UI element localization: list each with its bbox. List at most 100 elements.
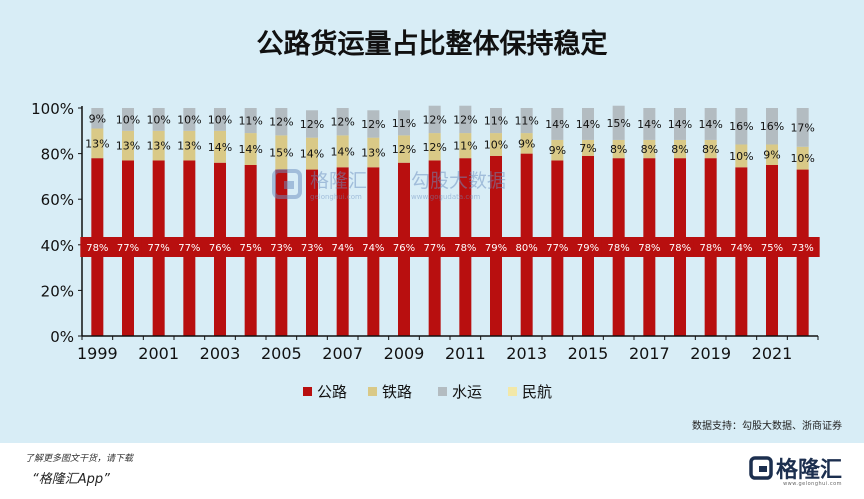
water-label-2002: 10% <box>177 113 201 126</box>
x-tick-label-2001: 2001 <box>138 344 179 363</box>
road-label-bg-2015 <box>571 237 605 257</box>
bar-铁路-2005 <box>275 135 288 170</box>
water-label-2013: 11% <box>514 115 538 128</box>
watermark-sub1: gelonghui.com <box>310 193 362 201</box>
rail-label-2018: 8% <box>671 143 688 156</box>
rail-label-2014: 9% <box>549 144 566 157</box>
bar-水运-2009 <box>398 110 410 136</box>
watermark-brand2-block: 勾股大数据 www.gogudata.com <box>411 166 506 201</box>
bar-水运-1999 <box>91 108 104 129</box>
road-label-2021: 75% <box>761 243 783 254</box>
rail-label-2003: 14% <box>208 141 232 154</box>
road-label-2003: 76% <box>209 243 231 254</box>
legend-swatch-水运 <box>438 387 447 396</box>
bar-铁路-2014 <box>551 139 564 161</box>
road-label-bg-2001 <box>141 237 176 257</box>
rail-label-1999: 13% <box>85 137 109 150</box>
road-label-2009: 76% <box>393 243 415 254</box>
axes-layer: 0% 20% 40% 60% 80% 100% 1999 2001 2003 2005 2007 20… <box>31 100 819 363</box>
road-label-bg-2019 <box>693 237 728 257</box>
road-label-bg-2017 <box>632 237 667 257</box>
rail-label-2012: 10% <box>484 138 508 151</box>
bar-水运-2006 <box>306 110 318 138</box>
road-label-bg-2022 <box>785 237 820 257</box>
legend-swatch-公路 <box>303 387 312 396</box>
data-labels-layer: 78% 13% 9% 77% 13% 10% 77% 13% 10% 77% 13% 10% 76% 14… <box>80 112 820 257</box>
water-label-2017: 14% <box>637 118 661 131</box>
y-tick-label-80%: 80% <box>41 146 74 164</box>
bar-铁路-2020 <box>735 144 748 168</box>
road-label-bg-2000 <box>111 237 145 257</box>
rail-label-2000: 13% <box>116 140 140 153</box>
water-label-2019: 14% <box>698 118 722 131</box>
source-note: 数据支持：勾股大数据、浙商证券 <box>692 421 842 432</box>
water-label-2011: 12% <box>453 113 477 126</box>
road-label-bg-1999 <box>80 237 115 257</box>
road-label-2016: 78% <box>608 243 630 254</box>
road-label-2008: 74% <box>362 243 384 254</box>
footer-app-name: “格隆汇App” <box>32 472 110 487</box>
legend-label-民航: 民航 <box>522 383 552 401</box>
rail-label-2010: 12% <box>422 141 446 154</box>
rail-label-2015: 7% <box>579 142 596 155</box>
road-label-bg-2002 <box>172 237 207 257</box>
road-label-bg-2004 <box>233 237 268 257</box>
x-tick-label-1999: 1999 <box>77 344 118 363</box>
bar-铁路-2013 <box>520 133 533 154</box>
bar-水运-2014 <box>551 108 564 140</box>
legend-label-公路: 公路 <box>317 383 347 401</box>
rail-label-2011: 11% <box>453 140 477 153</box>
rail-label-2022: 10% <box>790 152 814 165</box>
bar-水运-2016 <box>612 105 625 140</box>
rail-label-2020: 10% <box>729 150 753 163</box>
bar-铁路-2012 <box>490 133 502 156</box>
bar-铁路-2011 <box>459 133 472 159</box>
bar-水运-2011 <box>459 105 472 134</box>
x-tick-label-2011: 2011 <box>445 344 486 363</box>
rail-label-2007: 14% <box>330 145 354 158</box>
x-tick-label-2013: 2013 <box>506 344 547 363</box>
road-label-2011: 78% <box>454 243 476 254</box>
legend-label-水运: 水运 <box>452 383 482 401</box>
bar-铁路-2004 <box>244 133 257 165</box>
water-label-2001: 10% <box>146 113 170 126</box>
bar-水运-2010 <box>428 105 441 134</box>
x-tick-label-2003: 2003 <box>200 344 241 363</box>
x-tick-label-2015: 2015 <box>568 344 609 363</box>
rail-label-2009: 12% <box>392 143 416 156</box>
road-label-bg-2020 <box>724 237 759 257</box>
water-label-1999: 9% <box>89 112 106 125</box>
rail-label-2004: 14% <box>238 143 262 156</box>
road-label-2019: 78% <box>700 243 722 254</box>
x-tick-label-2009: 2009 <box>384 344 425 363</box>
water-label-2007: 12% <box>330 116 354 129</box>
road-label-bg-2012 <box>479 237 513 257</box>
chart: 0% 20% 40% 60% 80% 100% 1999 2001 2003 2005 2007 20… <box>31 100 820 401</box>
bar-水运-2020 <box>735 108 748 145</box>
road-label-2013: 80% <box>516 243 538 254</box>
bar-水运-2002 <box>183 108 196 131</box>
bar-铁路-2022 <box>796 146 809 170</box>
bar-铁路-2003 <box>214 130 226 163</box>
water-label-2015: 14% <box>576 118 600 131</box>
legend-swatch-铁路 <box>368 387 377 396</box>
rail-label-2016: 8% <box>610 143 627 156</box>
brand-url: www.gelonghui.com <box>783 481 842 487</box>
bar-铁路-2001 <box>152 130 165 161</box>
bar-铁路-1999 <box>91 128 104 159</box>
bar-铁路-2009 <box>398 135 410 163</box>
legend-label-铁路: 铁路 <box>382 383 412 401</box>
y-tick-label-40%: 40% <box>41 237 74 255</box>
rail-label-2002: 13% <box>177 140 201 153</box>
water-label-2018: 14% <box>668 118 692 131</box>
bar-铁路-2010 <box>428 133 441 161</box>
water-label-2016: 15% <box>606 117 630 130</box>
rail-label-2017: 8% <box>641 143 658 156</box>
bar-水运-2018 <box>674 108 686 140</box>
rail-label-2005: 15% <box>269 146 293 159</box>
watermark-brand2: 勾股大数据 <box>411 170 507 192</box>
bar-铁路-2002 <box>183 130 196 161</box>
road-label-2007: 74% <box>332 243 354 254</box>
water-label-2006: 12% <box>300 118 324 131</box>
rail-label-2008: 13% <box>361 146 385 159</box>
